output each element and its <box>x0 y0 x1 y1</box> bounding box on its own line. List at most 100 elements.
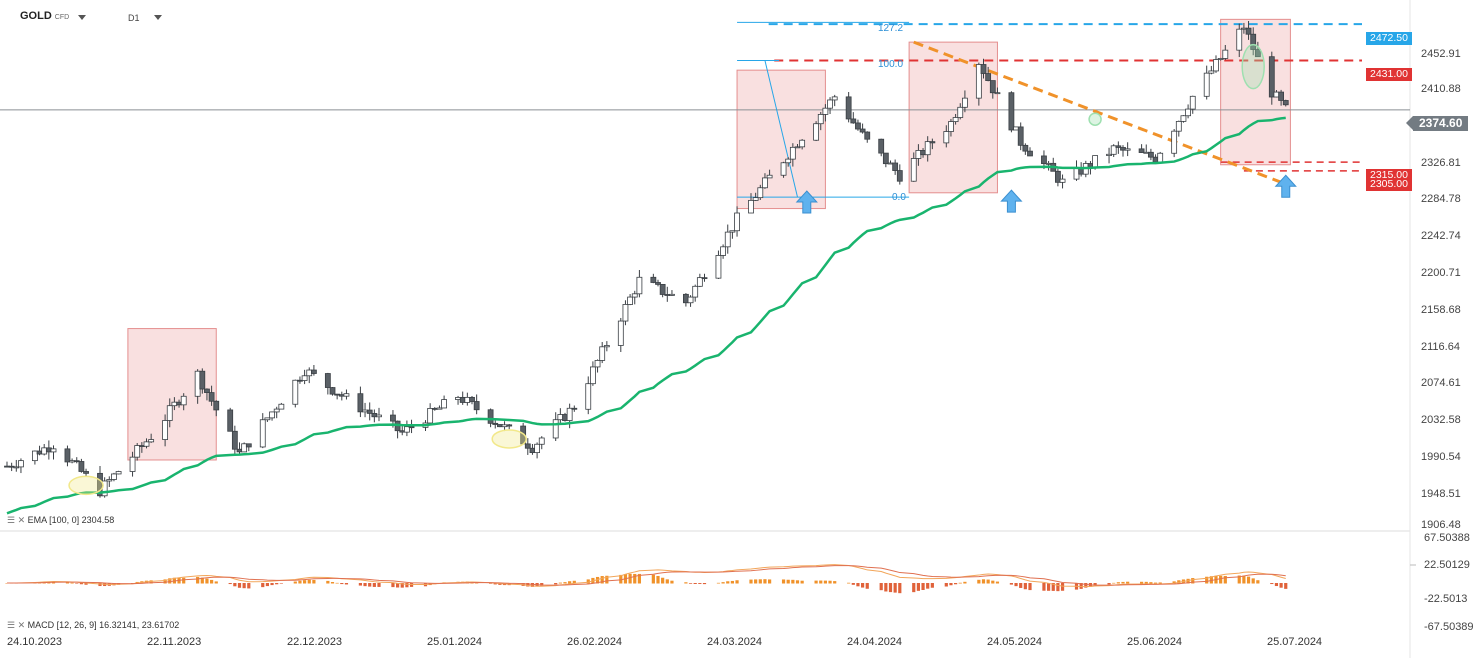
date-tick: 24.10.2023 <box>7 636 63 648</box>
candle-down <box>892 162 899 171</box>
candle-up <box>817 114 824 125</box>
macd-histogram-bar <box>1149 582 1153 584</box>
macd-histogram-bar <box>1140 581 1144 584</box>
candle-down <box>487 409 494 424</box>
macd-histogram-bar <box>656 575 660 584</box>
symbol-selector[interactable]: GOLD CFD <box>20 10 69 22</box>
macd-histogram-bar <box>84 583 88 585</box>
macd-histogram-bar <box>1209 576 1213 584</box>
macd-histogram-bar <box>1223 575 1227 584</box>
candle-up <box>631 293 638 298</box>
macd-histogram-bar <box>661 577 665 584</box>
candle-down <box>473 401 480 411</box>
candle-up <box>1213 59 1219 72</box>
up-arrow-icon <box>1000 189 1023 213</box>
candle-down <box>1120 147 1126 151</box>
macd-histogram-bar <box>698 583 702 584</box>
macd-histogram-bar <box>196 576 200 584</box>
candle-up <box>1273 91 1280 98</box>
candle-up <box>269 411 275 419</box>
macd-histogram-bar <box>530 583 535 587</box>
candle-up <box>1059 178 1066 183</box>
candle-down <box>199 370 206 390</box>
ema-indicator-label[interactable]: ☰ ✕ EMA [100, 0] 2304.58 <box>7 515 114 526</box>
candle-down <box>1055 170 1061 183</box>
macd-histogram-bar <box>335 582 339 584</box>
macd-histogram-bar <box>586 579 590 584</box>
symbol-dropdown-icon[interactable] <box>78 15 86 20</box>
candle-up <box>441 399 448 409</box>
macd-histogram-bar <box>1279 583 1283 588</box>
macd-histogram-bar <box>954 583 958 585</box>
macd-histogram-bar <box>312 579 316 584</box>
candle-up <box>129 456 136 472</box>
symbol-suffix: CFD <box>54 14 70 21</box>
candle-up <box>566 407 573 421</box>
symbol-name: GOLD <box>20 10 52 22</box>
macd-histogram-bar <box>633 573 637 584</box>
timeframe-selector[interactable]: D1 <box>128 13 140 23</box>
candle-down <box>1254 49 1261 58</box>
candle-up <box>887 162 894 165</box>
macd-histogram-bar <box>786 579 790 584</box>
macd-histogram-bar <box>605 575 609 584</box>
candle-up <box>18 460 24 468</box>
date-tick: 25.07.2024 <box>1267 636 1323 648</box>
macd-histogram-bar <box>265 583 269 587</box>
candle-up <box>1180 115 1187 122</box>
settings-icon[interactable]: ☰ ✕ <box>7 515 26 525</box>
candle-down <box>78 461 85 472</box>
candle-down <box>855 122 861 130</box>
candle-down <box>864 131 871 140</box>
macd-histogram-bar <box>898 583 902 594</box>
macd-histogram-bar <box>163 579 167 584</box>
macd-label-text: MACD [12, 26, 9] 16.32141, 23.61702 <box>27 620 180 630</box>
macd-histogram-bar <box>1042 583 1046 591</box>
settings-icon[interactable]: ☰ ✕ <box>7 620 26 630</box>
macd-histogram-bar <box>665 579 669 584</box>
candle-down <box>73 460 80 463</box>
candle-up <box>1157 152 1164 163</box>
candle-down <box>329 387 336 395</box>
macd-histogram-bar <box>405 583 409 588</box>
macd-histogram-bar <box>912 583 916 593</box>
macd-histogram-bar <box>228 583 232 585</box>
macd-histogram-bar <box>377 583 381 587</box>
macd-histogram-bar <box>749 579 753 584</box>
candle-up <box>617 320 624 346</box>
macd-histogram-bar <box>958 582 962 584</box>
macd-histogram-bar <box>1256 580 1260 584</box>
candle-down <box>896 170 903 182</box>
candle-down <box>929 141 936 144</box>
macd-histogram-bar <box>1084 583 1088 588</box>
candle-down <box>83 471 89 474</box>
candle-up <box>622 304 629 322</box>
macd-histogram-bar <box>977 579 981 584</box>
candle-up <box>752 197 759 201</box>
fib-label-0: 0.0 <box>892 192 906 203</box>
macd-histogram-bar <box>754 579 758 584</box>
macd-histogram-bar <box>279 583 283 584</box>
macd-indicator-label[interactable]: ☰ ✕ MACD [12, 26, 9] 16.32141, 23.61702 <box>7 620 179 631</box>
candle-up <box>943 131 950 144</box>
macd-histogram-bar <box>1251 578 1255 584</box>
candle-down <box>231 430 238 450</box>
candle-down <box>366 409 373 414</box>
price-tick: 2284.78 <box>1421 193 1461 205</box>
macd-tick: 67.50388 <box>1424 532 1470 544</box>
candle-down <box>506 424 513 427</box>
candle-down <box>64 448 71 463</box>
timeframe-dropdown-icon[interactable] <box>154 15 162 20</box>
candle-down <box>469 396 475 402</box>
candle-down <box>1027 150 1033 157</box>
candle-up <box>636 276 643 295</box>
candle-up <box>13 466 20 469</box>
macd-histogram-bar <box>1158 582 1162 584</box>
candle-down <box>1278 91 1284 101</box>
macd-histogram-bar <box>768 579 772 584</box>
candle-down <box>431 408 438 410</box>
candle-up <box>952 117 959 123</box>
macd-histogram-bar <box>237 583 242 588</box>
macd-histogram-bar <box>879 583 883 591</box>
